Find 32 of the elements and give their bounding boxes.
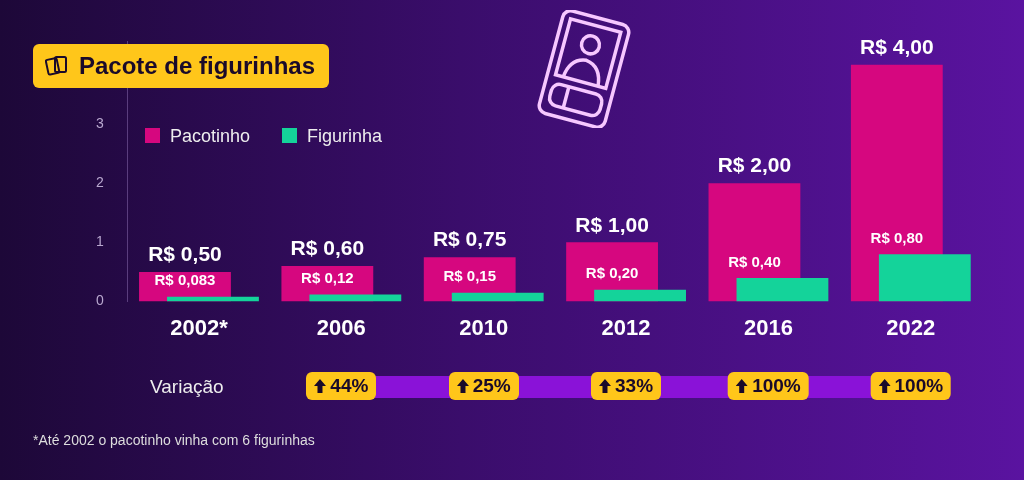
data-label: R$ 0,80: [870, 228, 924, 246]
y-tick-label: 1: [95, 233, 104, 250]
x-tick-label: 2012: [601, 314, 651, 340]
data-label: R$ 0,50: [148, 242, 222, 266]
y-tick-label: 2: [95, 174, 104, 190]
text: 100%: [752, 375, 801, 397]
x-tick-label: 2010: [459, 314, 509, 340]
text: 25%: [472, 375, 511, 397]
data-label: R$ 0,60: [290, 236, 365, 260]
data-label: R$ 0,20: [585, 264, 639, 282]
y-tick-label: 0: [95, 292, 104, 309]
text: *Até 2002 o pacotinho vinha com 6 figurinhas: [33, 432, 315, 448]
x-tick-label: 2022: [886, 314, 936, 340]
data-label: R$ 0,083: [154, 271, 216, 289]
text: 33%: [615, 375, 654, 397]
data-label: R$ 4,00: [860, 34, 934, 58]
data-label: R$ 1,00: [575, 212, 649, 236]
legend-label: Pacotinho: [169, 126, 251, 147]
data-label: R$ 0,40: [728, 252, 781, 270]
text: Pacote de figurinhas: [79, 52, 316, 80]
x-tick-label: 2016: [743, 314, 793, 340]
data-label: R$ 0,15: [443, 267, 496, 285]
data-label: R$ 2,00: [717, 153, 792, 177]
y-tick-label: 3: [95, 114, 104, 131]
x-tick-label: 2006: [316, 314, 366, 340]
data-label: R$ 0,75: [432, 227, 507, 251]
x-tick-label: 2002*: [170, 314, 229, 340]
data-label: R$ 0,12: [301, 269, 354, 287]
text: 44%: [330, 375, 369, 397]
legend-label: Figurinha: [306, 126, 383, 147]
text: Variação: [150, 376, 224, 398]
text: 100%: [894, 375, 944, 397]
